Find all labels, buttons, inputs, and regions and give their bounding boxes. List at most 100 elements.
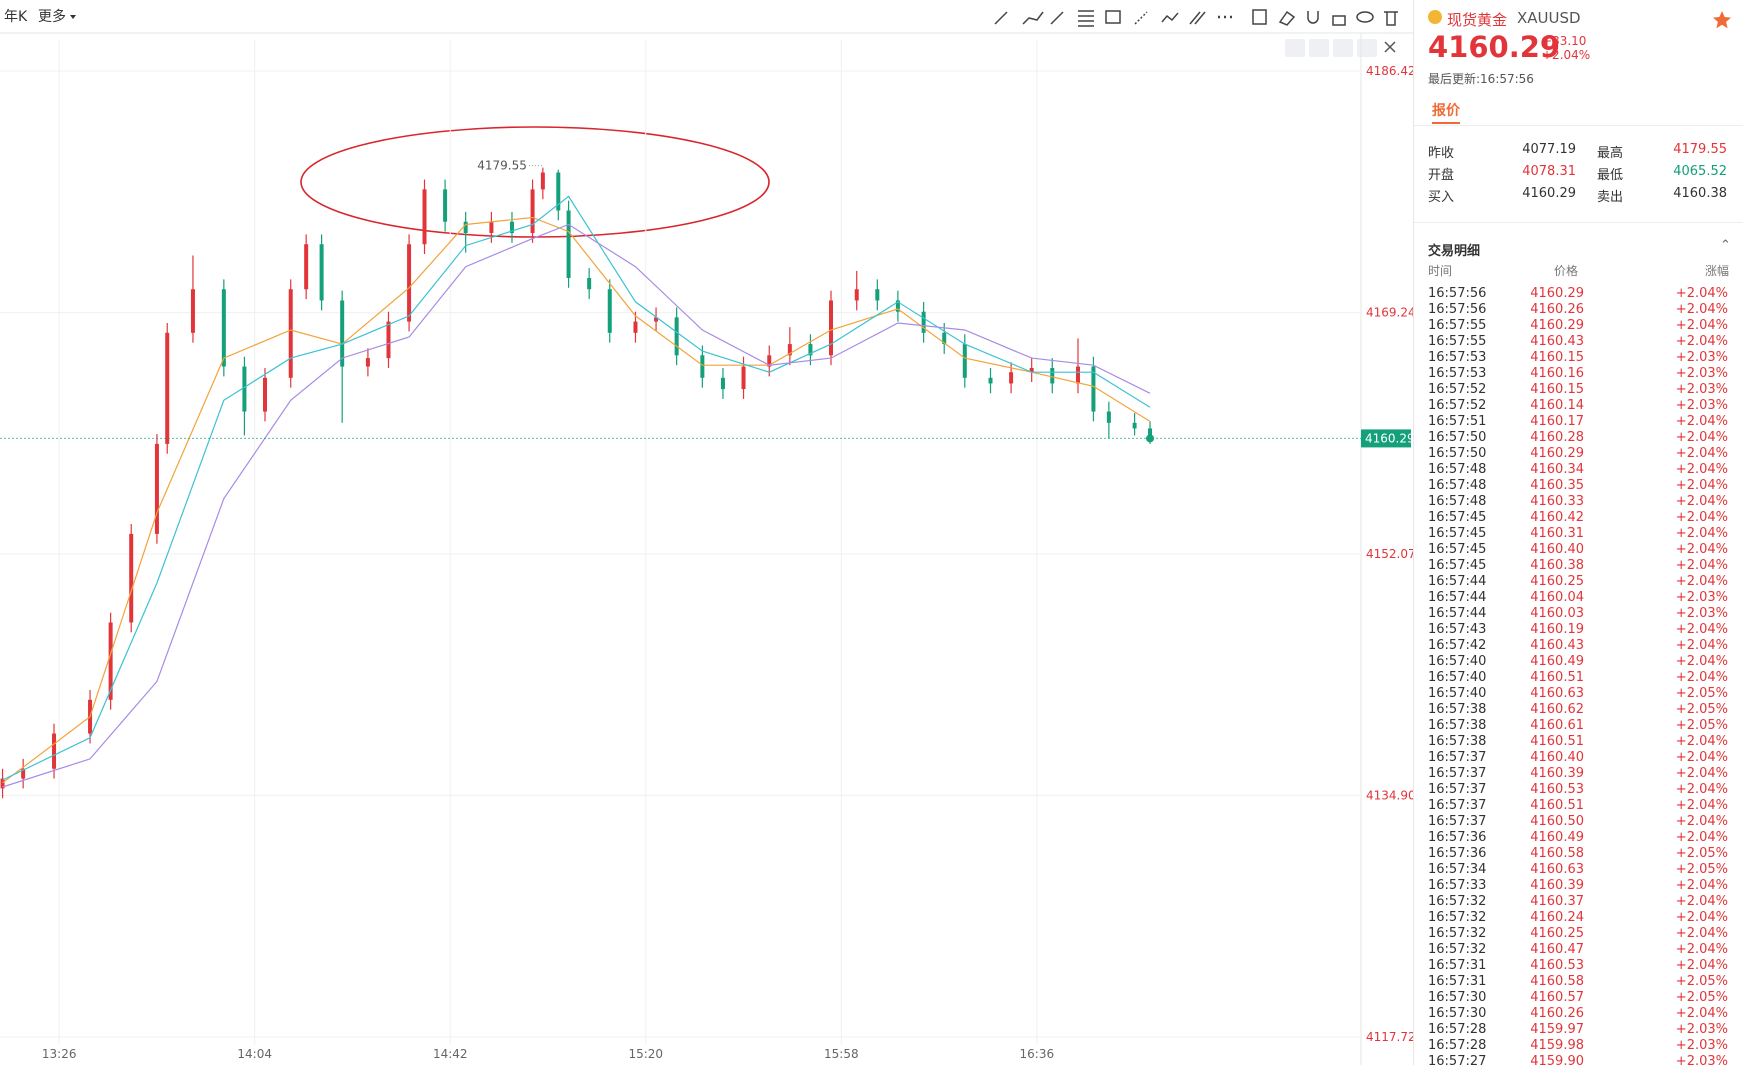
trade-time: 16:57:45	[1428, 526, 1487, 541]
tool-eye[interactable]	[1356, 11, 1374, 23]
trade-row: 16:57:28 4159.98 +2.03%	[1428, 1038, 1728, 1054]
trade-change: +2.05%	[1675, 702, 1728, 717]
more-button[interactable]: 更多	[38, 8, 66, 25]
trade-time: 16:57:40	[1428, 686, 1487, 701]
trade-time: 16:57:50	[1428, 430, 1487, 445]
collapse-icon[interactable]: ⌃	[1720, 238, 1731, 253]
trade-time: 16:57:30	[1428, 990, 1487, 1005]
trade-change: +2.04%	[1675, 654, 1728, 669]
control[interactable]	[1357, 39, 1377, 57]
control[interactable]	[1333, 39, 1353, 57]
x-tick-label: 14:42	[433, 1047, 468, 1061]
trade-price: 4160.63	[1530, 862, 1584, 877]
trade-price: 4160.25	[1530, 574, 1584, 589]
trade-price: 4159.97	[1530, 1022, 1584, 1037]
tool-fib[interactable]	[1078, 10, 1094, 27]
candle-body	[365, 358, 370, 367]
trade-change: +2.04%	[1675, 542, 1728, 557]
trade-change: +2.03%	[1675, 606, 1728, 621]
close-control[interactable]	[1384, 41, 1396, 53]
trade-time: 16:57:52	[1428, 398, 1487, 413]
trade-time: 16:57:53	[1428, 366, 1487, 381]
stat-label: 最低	[1597, 168, 1624, 183]
candle-body	[165, 332, 170, 444]
tool-erase[interactable]	[1278, 10, 1296, 26]
favorite-star[interactable]	[1712, 10, 1732, 30]
trade-change: +2.04%	[1675, 478, 1728, 493]
tool-lock[interactable]	[1332, 15, 1346, 26]
high-label: 4179.55	[477, 159, 527, 173]
candle-body	[854, 289, 859, 301]
trade-price: 4160.43	[1530, 638, 1584, 653]
trade-change: +2.04%	[1675, 1006, 1728, 1021]
tool-ray[interactable]	[1050, 11, 1064, 25]
instrument-name: 现货黄金	[1447, 11, 1508, 29]
trade-time: 16:57:36	[1428, 846, 1487, 861]
trade-row: 16:57:40 4160.63 +2.05%	[1428, 686, 1728, 702]
tool-magnet[interactable]	[1307, 11, 1319, 24]
candle-body	[921, 311, 926, 333]
trade-row: 16:57:53 4160.15 +2.03%	[1428, 350, 1728, 366]
trade-change: +2.04%	[1675, 334, 1728, 349]
trade-time: 16:57:48	[1428, 462, 1487, 477]
trade-change: +2.03%	[1675, 590, 1728, 605]
trade-row: 16:57:36 4160.58 +2.05%	[1428, 846, 1728, 862]
tool-rect[interactable]	[1105, 10, 1121, 24]
trade-price: 4160.39	[1530, 766, 1584, 781]
control[interactable]	[1285, 39, 1305, 57]
last-price-label: 4160.29	[1365, 431, 1413, 445]
dropdown-icon[interactable]	[70, 15, 76, 19]
quote-tab[interactable]: 报价	[1432, 103, 1460, 119]
plot: 4186.42 4169.24 4152.07 4134.90 4117.72 13:26…	[0, 40, 1413, 1061]
candle-body	[422, 189, 427, 245]
tool-dash[interactable]	[1134, 11, 1148, 25]
trade-price: 4160.58	[1530, 974, 1584, 989]
trade-row: 16:57:56 4160.26 +2.04%	[1428, 302, 1728, 318]
trade-change: +2.04%	[1675, 782, 1728, 797]
candle-body	[0, 778, 5, 789]
y-tick-label: 4134.90	[1366, 788, 1413, 802]
trade-row: 16:57:31 4160.53 +2.04%	[1428, 958, 1728, 974]
trade-price: 4160.62	[1530, 702, 1584, 717]
tool-delete[interactable]	[1384, 11, 1398, 26]
trade-time: 16:57:44	[1428, 574, 1487, 589]
y-tick-label: 4169.24	[1366, 306, 1413, 320]
trade-row: 16:57:37 4160.40 +2.04%	[1428, 750, 1728, 766]
trade-time: 16:57:36	[1428, 830, 1487, 845]
tool-channel[interactable]	[1189, 11, 1206, 25]
trade-change: +2.03%	[1675, 1038, 1728, 1053]
trade-row: 16:57:44 4160.03 +2.03%	[1428, 606, 1728, 622]
divider	[1414, 125, 1743, 126]
tool-note[interactable]	[1252, 9, 1267, 25]
trade-time: 16:57:37	[1428, 766, 1487, 781]
candle-body	[1050, 367, 1055, 384]
candle-body	[787, 344, 792, 356]
trade-time: 16:57:51	[1428, 414, 1487, 429]
trade-time: 16:57:40	[1428, 654, 1487, 669]
trade-price: 4160.43	[1530, 334, 1584, 349]
x-tick-label: 16:36	[1020, 1047, 1055, 1061]
trade-change: +2.05%	[1675, 990, 1728, 1005]
trade-time: 16:57:55	[1428, 334, 1487, 349]
trade-price: 4160.38	[1530, 558, 1584, 573]
trade-change: +2.05%	[1675, 718, 1728, 733]
trade-price: 4160.40	[1530, 542, 1584, 557]
trade-change: +2.04%	[1675, 926, 1728, 941]
trade-change: +2.04%	[1675, 878, 1728, 893]
trade-row: 16:57:38 4160.62 +2.05%	[1428, 702, 1728, 718]
moving-average	[2, 195, 1151, 781]
star-icon[interactable]	[1713, 11, 1731, 29]
tool-wave[interactable]	[1161, 12, 1179, 23]
column-header: 价格	[1554, 264, 1579, 278]
tool-polyline[interactable]	[1022, 11, 1044, 25]
trade-time: 16:57:37	[1428, 750, 1487, 765]
candle-body	[319, 244, 324, 301]
trade-change: +2.03%	[1675, 398, 1728, 413]
trade-change: +2.05%	[1675, 862, 1728, 877]
trade-price: 4160.24	[1530, 910, 1584, 925]
trade-price: 4160.35	[1530, 478, 1584, 493]
control[interactable]	[1309, 39, 1329, 57]
tool-line[interactable]	[994, 11, 1008, 25]
period-button[interactable]: 年K	[4, 9, 28, 25]
trade-time: 16:57:32	[1428, 894, 1487, 909]
